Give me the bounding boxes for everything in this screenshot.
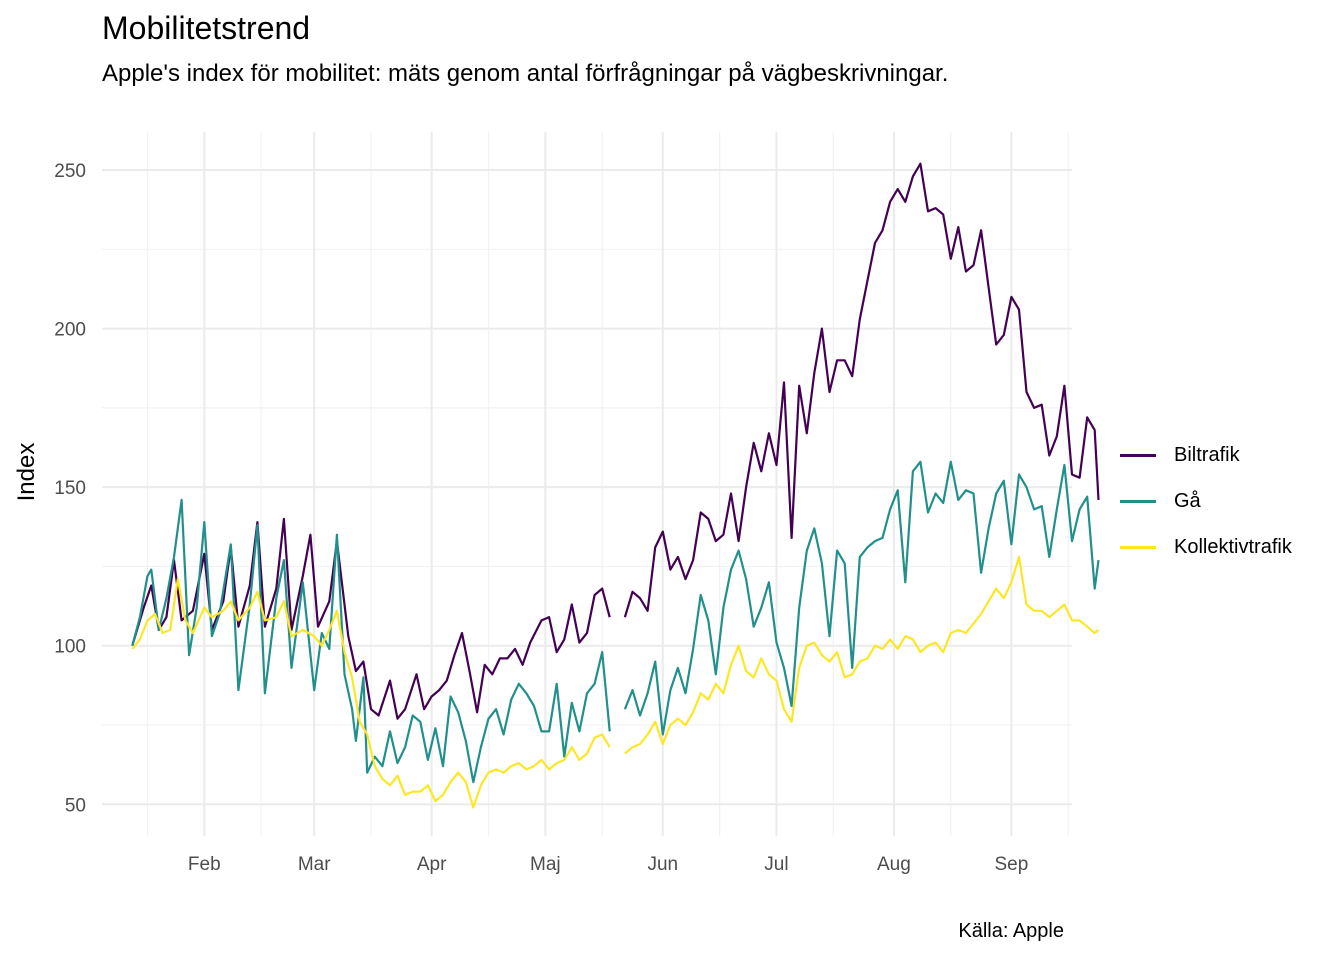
y-tick-label: 200 [54, 320, 86, 341]
chart-title: Mobilitetstrend [102, 10, 311, 46]
chart-subtitle: Apple's index för mobilitet: mäts genom … [102, 60, 949, 87]
y-axis-label: Index [13, 443, 40, 502]
x-axis-ticks: Feb Mar Apr Maj Jun Jul Aug Sep [188, 854, 1028, 875]
legend-item-biltrafik: Biltrafik [1120, 432, 1292, 478]
x-tick-label: Feb [188, 854, 221, 875]
legend-label-kollektivtrafik: Kollektivtrafik [1174, 535, 1292, 558]
x-tick-label: Mar [298, 854, 331, 875]
legend-label-biltrafik: Biltrafik [1174, 443, 1240, 466]
x-tick-label: Apr [417, 854, 447, 875]
grid-minor [102, 132, 1072, 836]
x-tick-label: Aug [877, 854, 911, 875]
y-axis-ticks: 50 100 150 200 250 [54, 161, 86, 816]
legend-swatch-kollektivtrafik [1120, 545, 1156, 549]
x-tick-label: Jul [764, 854, 788, 875]
series-lines [131, 162, 1100, 809]
x-tick-label: Maj [530, 854, 561, 875]
series-line-ga [131, 498, 611, 784]
y-tick-label: 250 [54, 161, 86, 182]
legend-label-ga: Gå [1174, 489, 1201, 512]
y-tick-label: 150 [54, 478, 86, 499]
series-line-biltrafik [623, 162, 1100, 618]
grid-major [102, 132, 1072, 836]
x-tick-label: Sep [994, 854, 1028, 875]
series-line-kollektivtrafik [131, 578, 611, 809]
legend-item-kollektivtrafik: Kollektivtrafik [1120, 524, 1292, 570]
x-tick-label: Jun [647, 854, 678, 875]
y-tick-label: 50 [65, 795, 86, 816]
series-line-biltrafik [131, 517, 611, 720]
series-line-ga [623, 460, 1100, 736]
y-tick-label: 100 [54, 637, 86, 658]
series-line-kollektivtrafik [624, 555, 1100, 755]
legend-item-ga: Gå [1120, 478, 1292, 524]
legend-swatch-biltrafik [1120, 453, 1156, 457]
legend-swatch-ga [1120, 499, 1156, 503]
legend: Biltrafik Gå Kollektivtrafik [1120, 432, 1292, 570]
caption: Källa: Apple [958, 920, 1064, 942]
